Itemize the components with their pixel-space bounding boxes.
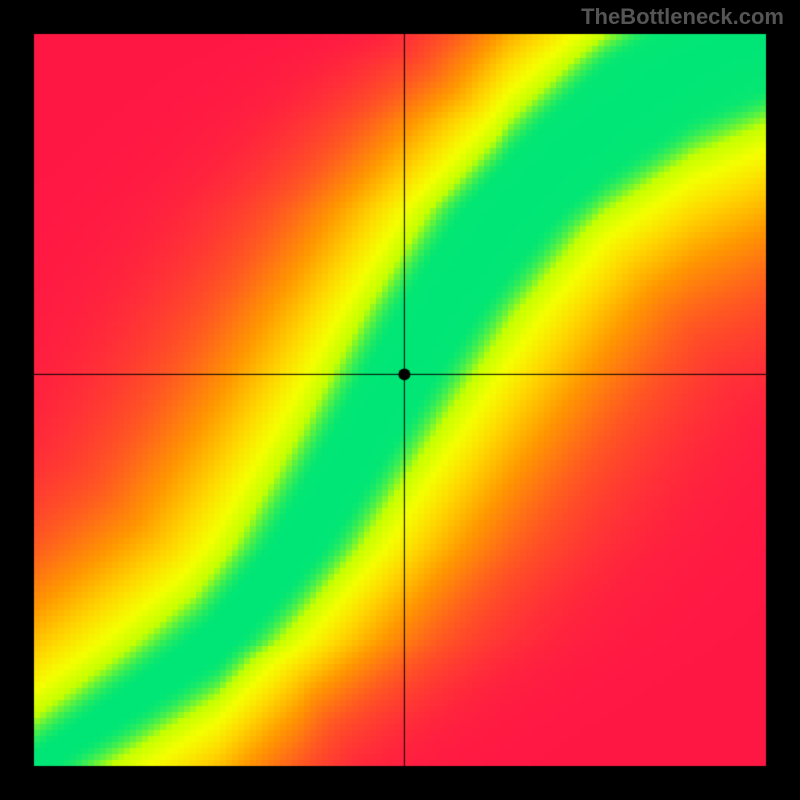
bottleneck-heatmap-canvas	[0, 0, 800, 800]
watermark-text: TheBottleneck.com	[581, 4, 784, 30]
chart-container: TheBottleneck.com	[0, 0, 800, 800]
